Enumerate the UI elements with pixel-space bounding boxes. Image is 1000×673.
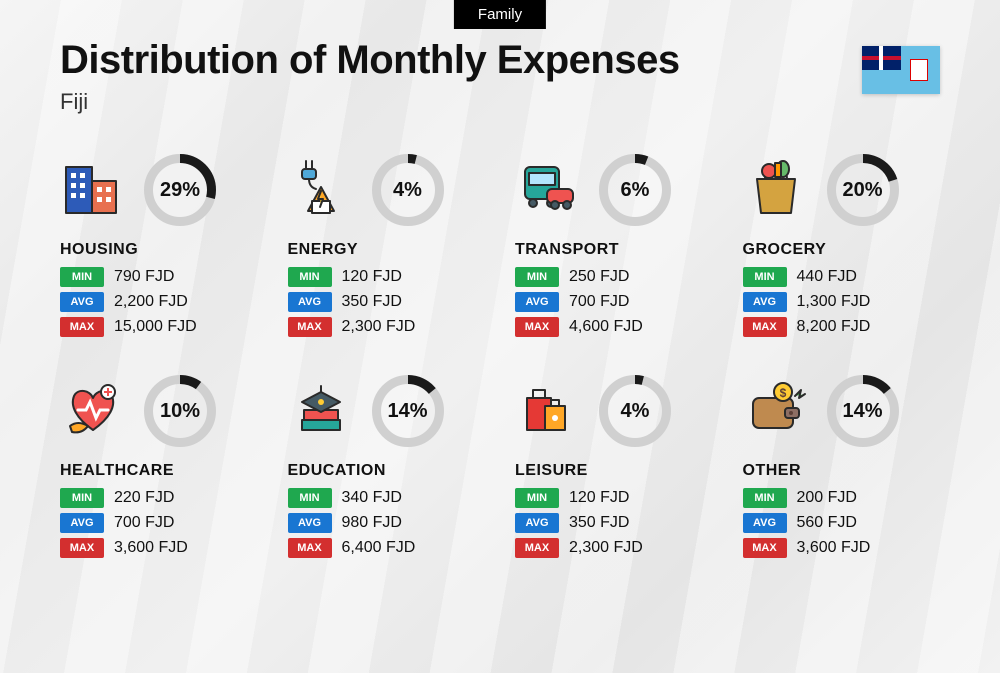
max-badge: MAX [288,317,332,337]
leisure-icon [515,378,581,444]
category-grid: 29% HOUSING MIN 790 FJD AVG 2,200 FJD MA… [60,151,940,563]
category-name: HOUSING [60,241,258,259]
percent-donut: 4% [599,375,671,447]
avg-badge: AVG [515,292,559,312]
min-badge: MIN [60,488,104,508]
min-value: 120 FJD [342,268,402,286]
category-name: OTHER [743,462,941,480]
category-name: TRANSPORT [515,241,713,259]
stats: MIN 250 FJD AVG 700 FJD MAX 4,600 FJD [515,267,713,337]
max-value: 2,300 FJD [342,318,416,336]
max-value: 4,600 FJD [569,318,643,336]
max-badge: MAX [60,317,104,337]
top-tag: Family [454,0,546,29]
avg-badge: AVG [743,513,787,533]
max-value: 2,300 FJD [569,539,643,557]
max-value: 3,600 FJD [797,539,871,557]
max-value: 8,200 FJD [797,318,871,336]
min-value: 220 FJD [114,489,174,507]
avg-value: 350 FJD [569,514,629,532]
stats: MIN 340 FJD AVG 980 FJD MAX 6,400 FJD [288,488,486,558]
percent-donut: 29% [144,154,216,226]
min-value: 340 FJD [342,489,402,507]
education-icon [288,378,354,444]
avg-badge: AVG [60,513,104,533]
avg-value: 350 FJD [342,293,402,311]
min-value: 250 FJD [569,268,629,286]
avg-value: 1,300 FJD [797,293,871,311]
category-name: GROCERY [743,241,941,259]
max-badge: MAX [288,538,332,558]
stats: MIN 200 FJD AVG 560 FJD MAX 3,600 FJD [743,488,941,558]
avg-badge: AVG [288,292,332,312]
min-value: 200 FJD [797,489,857,507]
min-badge: MIN [288,267,332,287]
min-badge: MIN [515,488,559,508]
healthcare-icon [60,378,126,444]
grocery-icon [743,157,809,223]
min-badge: MIN [60,267,104,287]
other-icon: $ [743,378,809,444]
avg-badge: AVG [288,513,332,533]
max-badge: MAX [60,538,104,558]
category-card-grocery: 20% GROCERY MIN 440 FJD AVG 1,300 FJD MA… [743,151,941,342]
percent-donut: 6% [599,154,671,226]
max-badge: MAX [515,317,559,337]
category-card-other: $ 14% OTHER MIN 200 FJD AVG 560 FJD MAX … [743,372,941,563]
energy-icon [288,157,354,223]
stats: MIN 120 FJD AVG 350 FJD MAX 2,300 FJD [288,267,486,337]
avg-badge: AVG [515,513,559,533]
category-name: HEALTHCARE [60,462,258,480]
avg-value: 700 FJD [569,293,629,311]
min-badge: MIN [743,267,787,287]
percent-donut: 20% [827,154,899,226]
max-badge: MAX [743,538,787,558]
stats: MIN 790 FJD AVG 2,200 FJD MAX 15,000 FJD [60,267,258,337]
percent-donut: 4% [372,154,444,226]
stats: MIN 120 FJD AVG 350 FJD MAX 2,300 FJD [515,488,713,558]
transport-icon [515,157,581,223]
percent-donut: 14% [372,375,444,447]
max-value: 3,600 FJD [114,539,188,557]
subtitle: Fiji [60,89,680,115]
page-title: Distribution of Monthly Expenses [60,38,680,83]
avg-badge: AVG [60,292,104,312]
housing-icon [60,157,126,223]
category-card-housing: 29% HOUSING MIN 790 FJD AVG 2,200 FJD MA… [60,151,258,342]
max-badge: MAX [743,317,787,337]
category-card-education: 14% EDUCATION MIN 340 FJD AVG 980 FJD MA… [288,372,486,563]
percent-donut: 10% [144,375,216,447]
avg-badge: AVG [743,292,787,312]
category-card-leisure: 4% LEISURE MIN 120 FJD AVG 350 FJD MAX 2… [515,372,713,563]
category-card-healthcare: 10% HEALTHCARE MIN 220 FJD AVG 700 FJD M… [60,372,258,563]
category-name: LEISURE [515,462,713,480]
max-value: 15,000 FJD [114,318,197,336]
avg-value: 2,200 FJD [114,293,188,311]
stats: MIN 220 FJD AVG 700 FJD MAX 3,600 FJD [60,488,258,558]
category-card-energy: 4% ENERGY MIN 120 FJD AVG 350 FJD MAX 2,… [288,151,486,342]
max-badge: MAX [515,538,559,558]
category-name: EDUCATION [288,462,486,480]
percent-donut: 14% [827,375,899,447]
svg-text:$: $ [779,386,786,400]
category-name: ENERGY [288,241,486,259]
min-badge: MIN [743,488,787,508]
stats: MIN 440 FJD AVG 1,300 FJD MAX 8,200 FJD [743,267,941,337]
min-badge: MIN [288,488,332,508]
category-card-transport: 6% TRANSPORT MIN 250 FJD AVG 700 FJD MAX… [515,151,713,342]
min-value: 790 FJD [114,268,174,286]
min-badge: MIN [515,267,559,287]
min-value: 120 FJD [569,489,629,507]
avg-value: 980 FJD [342,514,402,532]
min-value: 440 FJD [797,268,857,286]
flag-icon [862,46,940,94]
max-value: 6,400 FJD [342,539,416,557]
avg-value: 560 FJD [797,514,857,532]
avg-value: 700 FJD [114,514,174,532]
